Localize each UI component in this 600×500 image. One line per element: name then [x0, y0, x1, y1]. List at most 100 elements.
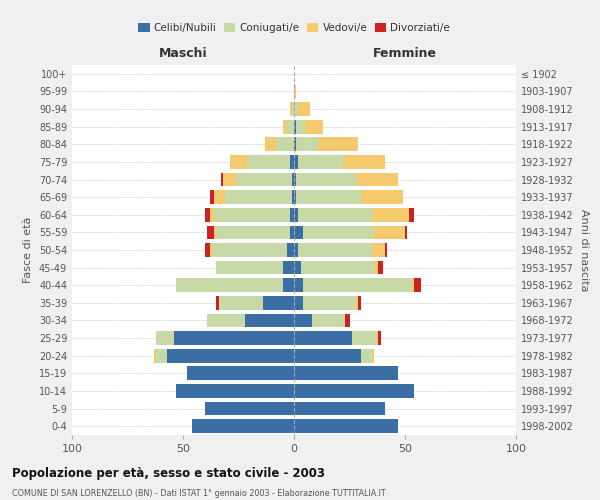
Bar: [294, 138, 296, 151]
Bar: [218, 296, 263, 310]
Bar: [167, 349, 294, 362]
Bar: [294, 84, 296, 98]
Bar: [294, 349, 361, 362]
Bar: [409, 208, 414, 222]
Bar: [205, 243, 209, 257]
Bar: [209, 208, 214, 222]
Bar: [343, 155, 385, 169]
Bar: [157, 349, 167, 362]
Bar: [414, 278, 421, 292]
Bar: [372, 208, 409, 222]
Bar: [303, 226, 374, 239]
Bar: [298, 208, 372, 222]
Bar: [294, 420, 398, 433]
Bar: [287, 120, 294, 134]
Bar: [283, 120, 287, 134]
Bar: [294, 243, 298, 257]
Bar: [294, 314, 312, 328]
Bar: [412, 278, 414, 292]
Bar: [352, 331, 376, 345]
Bar: [283, 278, 294, 292]
Bar: [356, 296, 358, 310]
Bar: [208, 226, 214, 239]
Bar: [294, 366, 398, 380]
Bar: [212, 243, 287, 257]
Bar: [247, 155, 290, 169]
Bar: [358, 296, 361, 310]
Bar: [294, 102, 298, 116]
Bar: [405, 226, 407, 239]
Bar: [294, 278, 303, 292]
Bar: [176, 384, 294, 398]
Bar: [361, 190, 403, 204]
Bar: [174, 331, 294, 345]
Bar: [205, 402, 294, 415]
Bar: [209, 243, 212, 257]
Bar: [187, 366, 294, 380]
Bar: [376, 331, 379, 345]
Bar: [216, 260, 283, 274]
Bar: [214, 226, 217, 239]
Bar: [290, 226, 294, 239]
Bar: [221, 172, 223, 186]
Bar: [301, 260, 374, 274]
Bar: [303, 278, 412, 292]
Bar: [236, 172, 292, 186]
Bar: [290, 102, 292, 116]
Bar: [294, 226, 303, 239]
Bar: [294, 260, 301, 274]
Legend: Celibi/Nubili, Coniugati/e, Vedovi/e, Divorziati/e: Celibi/Nubili, Coniugati/e, Vedovi/e, Di…: [134, 18, 454, 37]
Text: COMUNE DI SAN LORENZELLO (BN) - Dati ISTAT 1° gennaio 2003 - Elaborazione TUTTIT: COMUNE DI SAN LORENZELLO (BN) - Dati IST…: [12, 489, 386, 498]
Bar: [263, 296, 294, 310]
Bar: [296, 190, 361, 204]
Bar: [361, 349, 372, 362]
Text: Popolazione per età, sesso e stato civile - 2003: Popolazione per età, sesso e stato civil…: [12, 468, 325, 480]
Bar: [292, 172, 294, 186]
Bar: [298, 155, 343, 169]
Bar: [372, 349, 374, 362]
Bar: [230, 155, 247, 169]
Bar: [205, 208, 209, 222]
Bar: [298, 102, 310, 116]
Bar: [245, 314, 294, 328]
Bar: [290, 208, 294, 222]
Bar: [276, 138, 294, 151]
Bar: [157, 331, 174, 345]
Bar: [385, 243, 387, 257]
Bar: [214, 208, 290, 222]
Bar: [296, 138, 319, 151]
Bar: [294, 296, 303, 310]
Text: Femmine: Femmine: [373, 46, 437, 60]
Bar: [154, 349, 157, 362]
Bar: [223, 172, 236, 186]
Bar: [294, 172, 296, 186]
Bar: [176, 278, 283, 292]
Bar: [292, 190, 294, 204]
Bar: [292, 102, 294, 116]
Bar: [294, 120, 296, 134]
Y-axis label: Anni di nascita: Anni di nascita: [579, 209, 589, 291]
Bar: [192, 420, 294, 433]
Bar: [294, 190, 296, 204]
Bar: [372, 243, 385, 257]
Text: Maschi: Maschi: [158, 46, 208, 60]
Bar: [296, 172, 356, 186]
Bar: [296, 120, 305, 134]
Bar: [294, 402, 385, 415]
Bar: [312, 314, 345, 328]
Y-axis label: Fasce di età: Fasce di età: [23, 217, 33, 283]
Bar: [374, 226, 405, 239]
Bar: [208, 314, 245, 328]
Bar: [356, 172, 398, 186]
Bar: [214, 190, 225, 204]
Bar: [294, 384, 414, 398]
Bar: [345, 314, 349, 328]
Bar: [209, 190, 214, 204]
Bar: [319, 138, 358, 151]
Bar: [298, 243, 372, 257]
Bar: [287, 243, 294, 257]
Bar: [379, 331, 380, 345]
Bar: [303, 296, 356, 310]
Bar: [216, 296, 218, 310]
Bar: [379, 260, 383, 274]
